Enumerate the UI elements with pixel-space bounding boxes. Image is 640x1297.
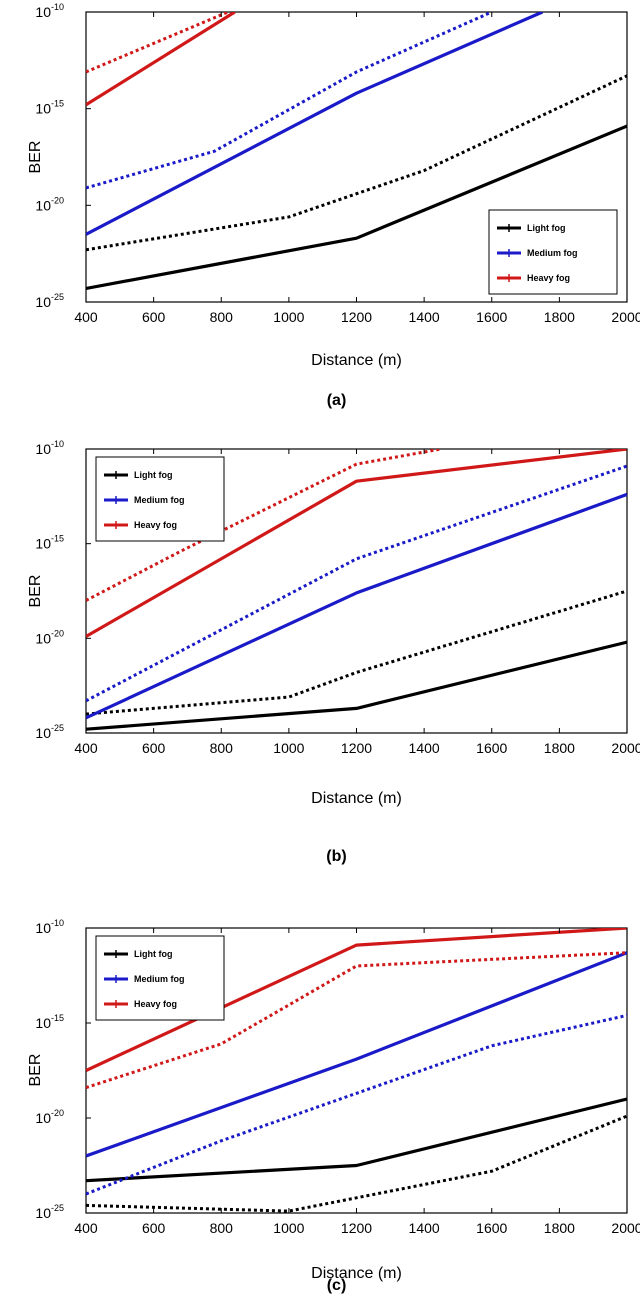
y-tick-label: 10-20 — [35, 628, 64, 646]
x-tick-label: 1600 — [476, 309, 507, 325]
x-tick-label: 1400 — [409, 309, 440, 325]
solid-light-series-line — [86, 1097, 627, 1183]
solid-heavy-series-line — [86, 928, 627, 1072]
x-tick-label: 1000 — [273, 309, 304, 325]
legend: Light fog Medium fog Heavy fog — [488, 209, 618, 295]
x-tick-label: 1400 — [409, 1220, 440, 1236]
legend-label: Heavy fog — [527, 273, 570, 283]
legend-label: Heavy fog — [134, 520, 177, 530]
legend-label: Light fog — [134, 949, 172, 959]
dotted-light-series-line — [86, 589, 627, 716]
x-tick-label: 1000 — [273, 1220, 304, 1236]
y-tick-label: 10-20 — [35, 195, 64, 213]
x-tick-label: 1400 — [409, 740, 440, 756]
x-tick-label: 600 — [142, 740, 166, 756]
y-tick-label: 10-10 — [35, 2, 64, 20]
chart-panel: 400 600 800 1000 1200 1400 1600 1800 2000 10-10 10… — [27, 439, 640, 865]
x-tick-label: 2000 — [611, 1220, 640, 1236]
x-tick-label: 1200 — [341, 309, 372, 325]
x-tick-label: 800 — [210, 1220, 234, 1236]
solid-medium-series-line — [86, 951, 627, 1158]
legend-label: Heavy fog — [134, 999, 177, 1009]
x-tick-label: 400 — [74, 740, 98, 756]
x-tick-label: 1800 — [544, 309, 575, 325]
x-tick-label: 1800 — [544, 740, 575, 756]
dotted-heavy-series-line — [86, 449, 442, 602]
figure-caption: (a) — [327, 392, 347, 409]
y-tick-label: 10-10 — [35, 439, 64, 457]
legend-label: Light fog — [134, 470, 172, 480]
legend-label: Medium fog — [527, 248, 578, 258]
legend-label: Medium fog — [134, 495, 185, 505]
solid-heavy-series-line — [86, 449, 627, 638]
dotted-light-series-line — [86, 74, 627, 252]
y-tick-label: 10-25 — [35, 1203, 64, 1221]
y-axis-label: BER — [27, 141, 44, 174]
x-tick-label: 800 — [210, 740, 234, 756]
y-axis-label: BER — [27, 575, 44, 608]
dotted-light-series-line — [86, 1114, 627, 1213]
y-axis-label: BER — [27, 1054, 44, 1087]
y-tick-label: 10-25 — [35, 723, 64, 741]
x-tick-label: 400 — [74, 309, 98, 325]
legend: Light fog Medium fog Heavy fog — [95, 935, 225, 1021]
x-tick-label: 400 — [74, 1220, 98, 1236]
x-tick-label: 1600 — [476, 1220, 507, 1236]
y-tick-label: 10-10 — [35, 918, 64, 936]
x-tick-label: 1000 — [273, 740, 304, 756]
solid-light-series-line — [86, 640, 627, 731]
solid-medium-series-line — [86, 492, 627, 720]
y-tick-label: 10-20 — [35, 1108, 64, 1126]
solid-heavy-series-line — [86, 12, 236, 107]
x-tick-label: 2000 — [611, 309, 640, 325]
x-tick-label: 1800 — [544, 1220, 575, 1236]
chart-panel: 400 600 800 1000 1200 1400 1600 1800 2000 10-10 10… — [27, 918, 640, 1294]
x-axis-label: Distance (m) — [311, 352, 402, 369]
dotted-medium-series-line — [86, 12, 493, 190]
x-tick-label: 800 — [210, 309, 234, 325]
x-tick-label: 600 — [142, 1220, 166, 1236]
legend-label: Medium fog — [134, 974, 185, 984]
solid-medium-series-line — [86, 12, 544, 236]
x-tick-label: 1600 — [476, 740, 507, 756]
legend-label: Light fog — [527, 223, 565, 233]
dotted-medium-series-line — [86, 1013, 627, 1196]
legend: Light fog Medium fog Heavy fog — [95, 456, 225, 542]
chart-panel: 400 600 800 1000 1200 1400 1600 1800 2000 10-10 10… — [27, 2, 640, 409]
x-axis-label: Distance (m) — [311, 790, 402, 807]
x-tick-label: 2000 — [611, 740, 640, 756]
figure-caption: (c) — [327, 1277, 347, 1294]
y-tick-label: 10-15 — [35, 1013, 64, 1031]
y-tick-label: 10-25 — [35, 292, 64, 310]
x-tick-label: 1200 — [341, 1220, 372, 1236]
figure-caption: (b) — [326, 848, 346, 865]
x-axis-label: Distance (m) — [311, 1265, 402, 1282]
y-tick-label: 10-15 — [35, 534, 64, 552]
y-tick-label: 10-15 — [35, 99, 64, 117]
dotted-heavy-series-line — [86, 951, 627, 1090]
x-tick-label: 1200 — [341, 740, 372, 756]
x-tick-label: 600 — [142, 309, 166, 325]
solid-light-series-line — [86, 124, 627, 291]
dotted-heavy-series-line — [86, 12, 229, 74]
